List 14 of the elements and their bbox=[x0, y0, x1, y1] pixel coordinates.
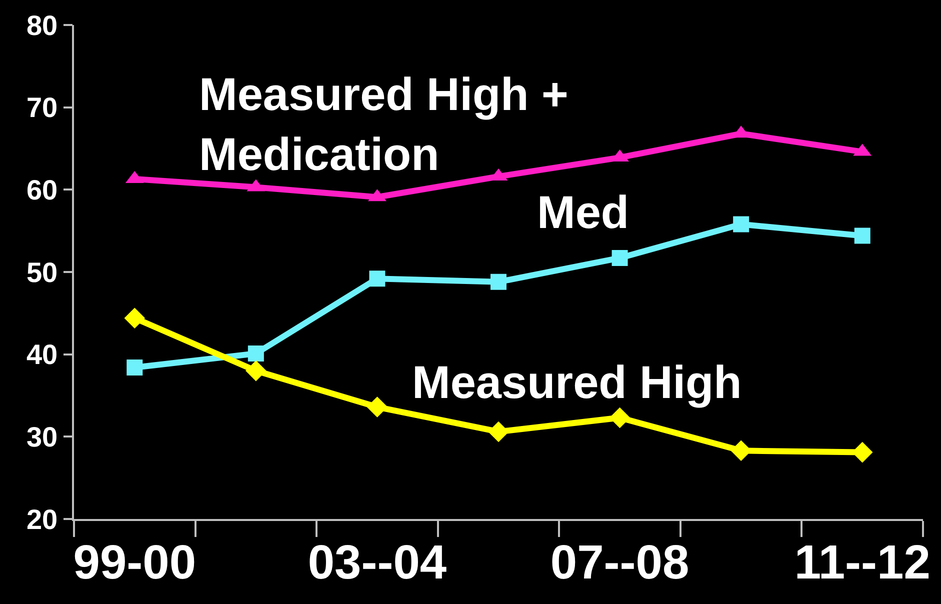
x-tick-label: 11--12 bbox=[794, 536, 930, 590]
y-tick-label: 70 bbox=[26, 92, 58, 124]
y-tick-label: 50 bbox=[26, 256, 58, 288]
y-tick-label: 80 bbox=[26, 10, 58, 41]
series-label: Med bbox=[537, 186, 629, 238]
y-tick-label: 40 bbox=[26, 339, 58, 370]
y-tick-label: 20 bbox=[26, 504, 58, 535]
x-tick-label: 07--08 bbox=[550, 536, 690, 590]
series-label: Measured High bbox=[412, 356, 742, 408]
series-label: Measured High + Medication bbox=[199, 68, 568, 180]
y-tick-label: 60 bbox=[26, 174, 58, 206]
x-tick-label: 03--04 bbox=[308, 536, 447, 590]
y-tick-label: 30 bbox=[26, 421, 58, 452]
x-tick-label: 99-00 bbox=[73, 536, 196, 590]
